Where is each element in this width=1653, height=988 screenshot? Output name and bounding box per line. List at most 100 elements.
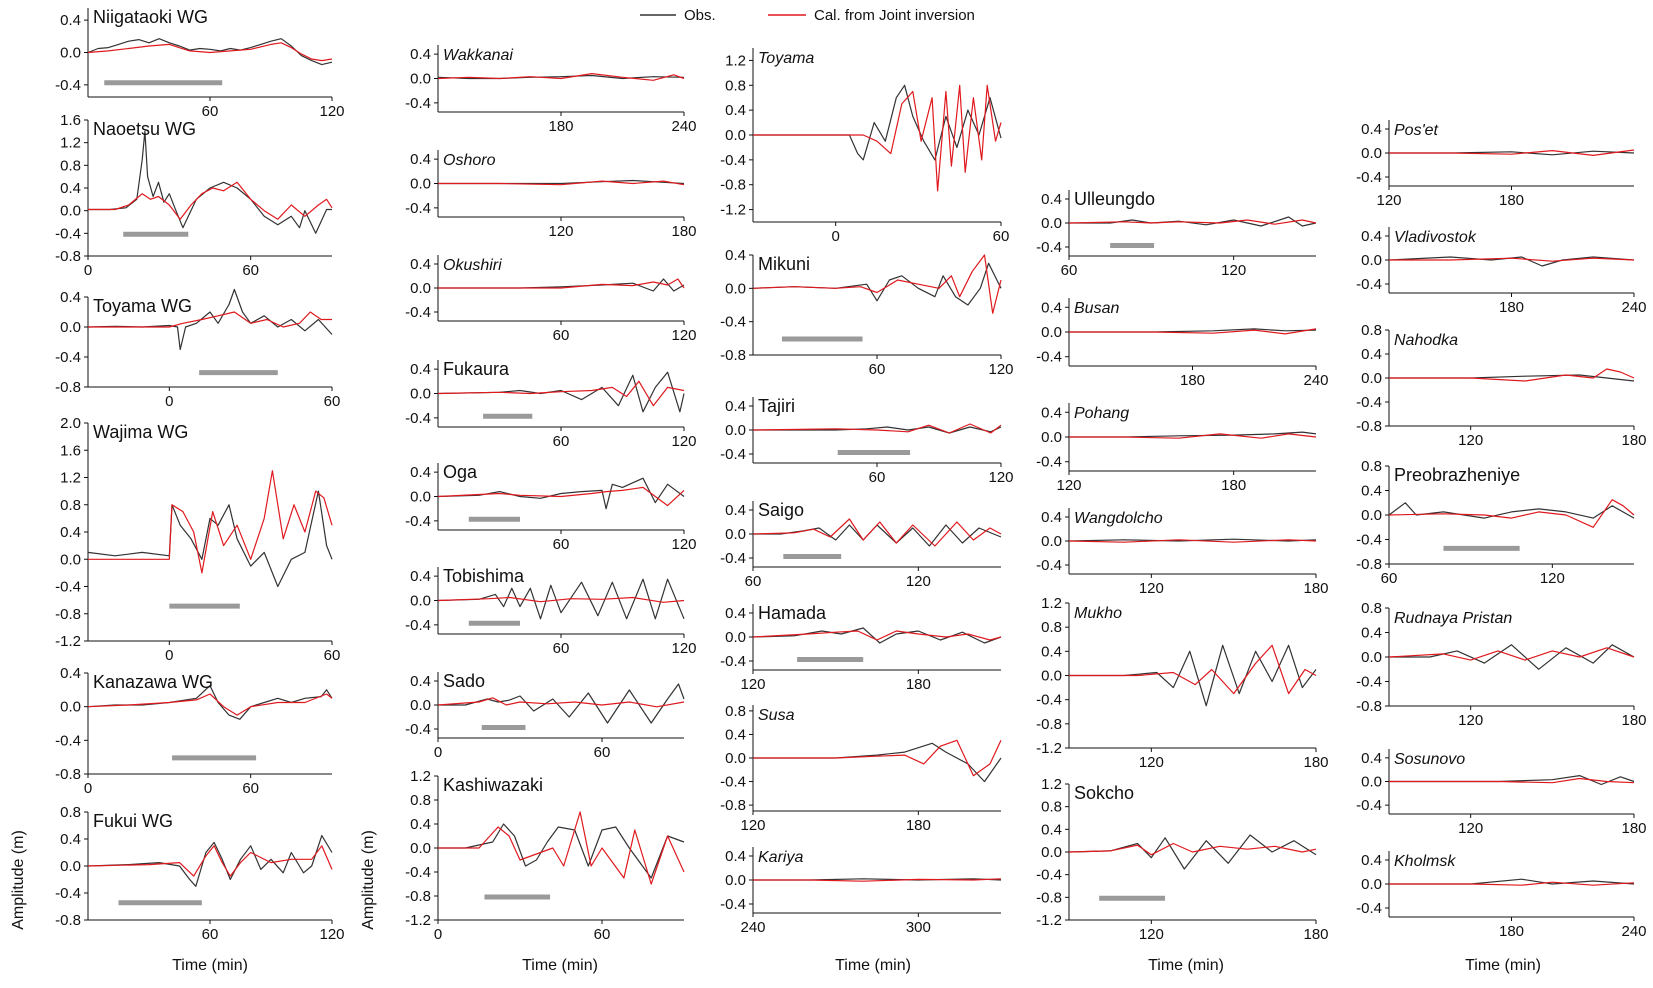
- y-tick-label: -0.4: [720, 550, 746, 567]
- y-tick-label: 0.4: [410, 46, 431, 63]
- obs-waveform-line: [438, 683, 685, 724]
- cal-waveform-line: [752, 254, 1002, 314]
- y-tick-label: -0.8: [55, 912, 81, 929]
- y-tick-label: -1.2: [1036, 740, 1062, 757]
- obs-waveform-line: [87, 288, 333, 351]
- station-panel: 0.4 0.0 -0.4 60 120 Tobishima: [405, 566, 696, 657]
- station-name: Hamada: [758, 603, 827, 623]
- y-tick-label: -1.2: [55, 633, 81, 650]
- y-tick-label: 0.4: [725, 398, 746, 415]
- x-tick-label: 60: [553, 433, 570, 450]
- station-panel: 0.4 0.0 -0.4 60 120 Ulleungdo: [1036, 189, 1317, 279]
- y-tick-label: 0.0: [1041, 533, 1062, 550]
- y-tick-label: 0.4: [1361, 346, 1382, 363]
- station-name: Naoetsu WG: [93, 119, 196, 139]
- y-tick-label: 1.2: [410, 768, 431, 785]
- station-name: Ulleungdo: [1074, 189, 1155, 209]
- x-tick-label: 0: [165, 647, 173, 664]
- x-axis-label-col4: Time (min): [1148, 957, 1224, 974]
- x-tick-label: 120: [319, 926, 344, 943]
- station-name: Wangdolcho: [1074, 510, 1163, 527]
- y-tick-label: -0.4: [1356, 394, 1382, 411]
- y-tick-label: -0.8: [55, 379, 81, 396]
- x-tick-label: 120: [671, 536, 696, 553]
- obs-waveform-line: [438, 278, 685, 292]
- x-tick-label: 60: [202, 103, 219, 120]
- y-tick-label: 0.4: [1041, 299, 1062, 316]
- cal-waveform-line: [1068, 842, 1317, 856]
- y-tick-label: 0.8: [1361, 600, 1382, 617]
- cal-waveform-line: [1068, 539, 1317, 543]
- y-tick-label: -0.4: [1036, 239, 1062, 256]
- y-tick-label: 0.0: [60, 203, 81, 220]
- x-tick-label: 0: [84, 780, 92, 797]
- station-name: Saigo: [758, 500, 804, 520]
- y-tick-label: -0.4: [405, 410, 431, 427]
- x-tick-label: 120: [906, 573, 931, 590]
- y-tick-label: 0.8: [410, 792, 431, 809]
- cal-waveform-line: [1068, 219, 1317, 225]
- x-tick-label: 60: [553, 536, 570, 553]
- cal-waveform-line: [88, 181, 333, 220]
- station-name: Oga: [443, 462, 478, 482]
- obs-waveform-line: [1388, 256, 1635, 267]
- y-tick-label: 0.4: [410, 464, 431, 481]
- x-tick-label: 240: [1621, 299, 1646, 316]
- y-tick-label: 0.0: [1361, 649, 1382, 666]
- y-tick-label: 0.4: [725, 605, 746, 622]
- station-panel: 1.6 1.2 0.8 0.4 0.0 -0.4 -0.80 60 Naoetsu WG: [55, 112, 333, 279]
- station-name: Pos'et: [1394, 122, 1439, 139]
- station-panel: 2.0 1.6 1.2 0.8 0.4 0.0 -0.4 -0.8 -1.2 0 60 Wajima …: [55, 415, 340, 664]
- x-tick-label: 120: [1458, 820, 1483, 837]
- y-tick-label: 0.0: [60, 858, 81, 875]
- y-tick-label: 0.8: [725, 77, 746, 94]
- station-panel: 0.4 0.0 -0.4 60 120 Niigataoki WG: [55, 7, 344, 120]
- y-tick-label: 0.4: [1361, 483, 1382, 500]
- obs-waveform-line: [87, 490, 333, 588]
- y-tick-label: 0.4: [1041, 404, 1062, 421]
- y-tick-label: -0.4: [405, 721, 431, 738]
- station-panel: 0.4 0.0 -0.4 60 120 Fukaura: [405, 359, 696, 450]
- cal-waveform-line: [437, 380, 685, 407]
- y-tick-label: -1.2: [1036, 912, 1062, 929]
- station-panel: 0.4 0.0 -0.4 60 120 Saigo: [720, 500, 1002, 590]
- y-tick-label: 2.0: [60, 415, 81, 432]
- y-tick-label: 0.0: [410, 840, 431, 857]
- y-tick-label: 0.0: [410, 280, 431, 297]
- y-tick-label: -0.4: [405, 200, 431, 217]
- station-name: Oshoro: [443, 152, 496, 169]
- x-tick-label: 180: [1621, 820, 1646, 837]
- legend-obs-label: Obs.: [684, 7, 716, 24]
- obs-waveform-line: [753, 742, 1002, 783]
- x-axis-label-col2: Time (min): [522, 957, 598, 974]
- y-tick-label: 0.0: [1361, 370, 1382, 387]
- y-tick-label: 0.0: [60, 699, 81, 716]
- x-tick-label: 240: [1621, 923, 1646, 940]
- y-tick-label: 0.8: [1041, 799, 1062, 816]
- x-tick-label: 60: [324, 393, 341, 410]
- y-tick-label: -0.4: [720, 314, 746, 331]
- x-tick-label: 120: [988, 361, 1013, 378]
- station-name: Kariya: [758, 849, 803, 866]
- y-tick-label: -0.4: [720, 896, 746, 913]
- y-tick-label: -0.8: [720, 797, 746, 814]
- station-panel: 0.4 0.0 -0.4 240 300 Kariya: [720, 847, 1002, 936]
- y-tick-label: 0.0: [60, 319, 81, 336]
- x-tick-label: 300: [906, 919, 931, 936]
- x-tick-label: 60: [594, 744, 611, 761]
- station-panel: 0.8 0.4 0.0 -0.4 -0.8 60 120 Fukui WG: [55, 804, 344, 943]
- y-tick-label: 0.4: [1041, 509, 1062, 526]
- obs-waveform-line: [1068, 834, 1317, 870]
- y-tick-label: 0.4: [60, 12, 81, 29]
- y-tick-label: 1.2: [60, 135, 81, 152]
- x-tick-label: 60: [869, 469, 886, 486]
- y-tick-label: 0.4: [410, 256, 431, 273]
- x-tick-label: 180: [906, 817, 931, 834]
- obs-waveform-line: [1068, 538, 1317, 542]
- x-tick-label: 0: [434, 926, 442, 943]
- y-tick-label: 0.0: [725, 127, 746, 144]
- y-tick-label: -0.8: [55, 766, 81, 783]
- station-name: Mikuni: [758, 254, 810, 274]
- x-tick-label: 180: [548, 118, 573, 135]
- y-tick-label: 0.0: [725, 526, 746, 543]
